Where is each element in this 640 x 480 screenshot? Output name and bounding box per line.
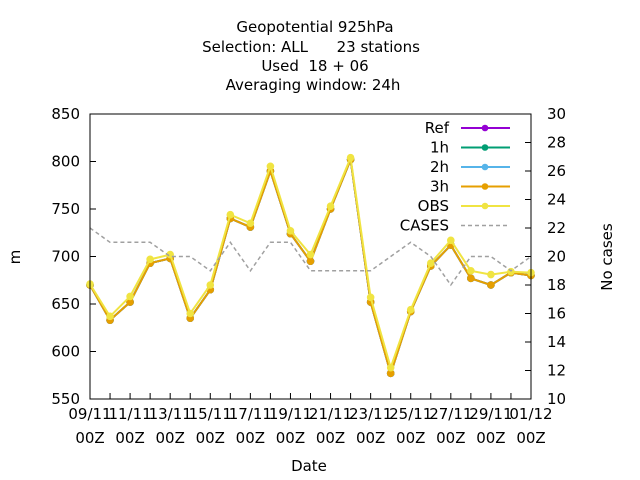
series-obs-point xyxy=(406,305,415,314)
legend-marker-ref xyxy=(481,124,489,132)
y2-tick-label: 18 xyxy=(547,276,566,294)
y2-tick-label: 30 xyxy=(547,105,566,123)
axes: 550 600 650 700 750 800 850 10 12 14 16 18 20 22 24 26 2… xyxy=(51,105,566,447)
x-tick-label: 00Z xyxy=(476,429,505,447)
series-3h-point xyxy=(487,281,495,289)
x-tick-label: 19/11 xyxy=(269,405,312,423)
title-line-3: Used 18 + 06 xyxy=(261,57,368,75)
x-tick-label: 00Z xyxy=(196,429,225,447)
series-obs-point xyxy=(467,266,475,275)
y-axis-label: m xyxy=(6,250,24,265)
title-line-4: Averaging window: 24h xyxy=(226,76,401,94)
x-tick-label: 11/11 xyxy=(108,405,151,423)
x-tick-label: 00Z xyxy=(155,429,184,447)
series-obs-point xyxy=(426,259,435,267)
series-obs-point xyxy=(146,255,154,264)
title-line-1: Geopotential 925hPa xyxy=(236,18,393,36)
y2-tick-label: 22 xyxy=(547,219,566,237)
series-3h-point xyxy=(306,257,315,266)
x-tick-label: 23/11 xyxy=(349,405,392,423)
x-tick-label: 13/11 xyxy=(149,405,192,423)
series-obs-point xyxy=(326,202,335,210)
legend-marker-1h xyxy=(481,144,489,151)
legend-label-cases: CASES xyxy=(400,217,449,235)
x-tick-label: 25/11 xyxy=(389,405,432,423)
y2-tick-label: 28 xyxy=(547,134,566,152)
series-obs-point xyxy=(106,312,114,321)
legend-label-3h: 3h xyxy=(430,178,449,196)
series-obs-point xyxy=(266,162,275,171)
y2-tick-label: 12 xyxy=(547,362,566,380)
y2-tick-label: 24 xyxy=(547,191,566,209)
legend-label-1h: 1h xyxy=(430,139,449,157)
series-obs-point xyxy=(126,292,134,301)
series-obs-point xyxy=(246,219,255,228)
x-tick-label: 00Z xyxy=(516,429,545,447)
y2-tick-label: 20 xyxy=(547,248,566,266)
series-obs-point xyxy=(447,236,455,245)
series-obs-point xyxy=(366,293,375,302)
series-obs-point xyxy=(186,309,195,318)
x-tick-label: 00Z xyxy=(115,429,144,447)
y-tick-label: 700 xyxy=(51,248,80,266)
y-tick-label: 550 xyxy=(51,390,80,408)
x-tick-label: 21/11 xyxy=(309,405,352,423)
y2-tick-label: 14 xyxy=(547,333,566,351)
x-tick-label: 00Z xyxy=(316,429,345,447)
legend-marker-2h xyxy=(481,163,489,171)
x-axis-label: Date xyxy=(291,457,327,475)
x-tick-label: 00Z xyxy=(436,429,465,447)
y-tick-label: 800 xyxy=(51,153,80,171)
x-tick-label: 09/11 xyxy=(68,405,111,423)
legend-label-obs: OBS xyxy=(418,197,449,215)
y-tick-label: 650 xyxy=(51,295,80,313)
x-tick-label: 00Z xyxy=(236,429,265,447)
x-tick-label: 15/11 xyxy=(189,405,232,423)
y2-tick-label: 26 xyxy=(547,162,566,180)
chart-title: Geopotential 925hPa Selection: ALL 23 st… xyxy=(202,18,420,94)
x-tick-label: 00Z xyxy=(356,429,385,447)
series-3h-line xyxy=(89,155,532,377)
series-obs-point xyxy=(306,250,315,259)
y-tick-label: 600 xyxy=(51,343,80,361)
x-tick-label: 00Z xyxy=(396,429,425,447)
series-obs-point xyxy=(286,227,295,235)
series-3h-point xyxy=(467,274,475,283)
y2-tick-label: 10 xyxy=(547,390,566,408)
series-obs-point xyxy=(386,363,395,372)
series-obs-point xyxy=(346,153,355,162)
series-obs-point xyxy=(507,267,515,276)
x-tick-label: 00Z xyxy=(75,429,104,447)
x-tick-label: 27/11 xyxy=(429,405,472,423)
y-tick-label: 850 xyxy=(51,105,80,123)
legend-marker-3h xyxy=(481,183,489,190)
legend-label-2h: 2h xyxy=(430,158,449,176)
legend-label-ref: Ref xyxy=(425,119,450,137)
y-tick-label: 750 xyxy=(51,200,80,218)
series-obs-point xyxy=(206,281,215,289)
x-tick-label: 29/11 xyxy=(469,405,512,423)
title-line-2: Selection: ALL 23 stations xyxy=(202,38,420,56)
legend-marker-obs xyxy=(481,202,489,210)
x-tick-label: 17/11 xyxy=(229,405,272,423)
y2-axis-label: No cases xyxy=(598,223,616,291)
x-tick-label: 01/12 xyxy=(509,405,552,423)
y2-tick-label: 16 xyxy=(547,305,566,323)
series-obs-point xyxy=(226,210,235,219)
series-obs-point xyxy=(487,270,495,279)
x-tick-label: 00Z xyxy=(276,429,305,447)
series-layer xyxy=(86,153,535,378)
